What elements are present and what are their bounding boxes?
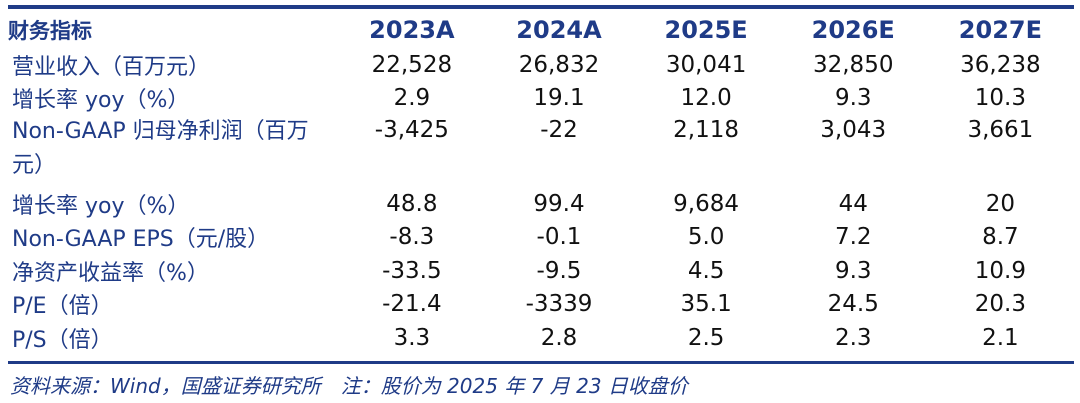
- cell-value: 9.3: [834, 257, 872, 284]
- cell-value: 2.1: [982, 324, 1019, 351]
- header-label: 财务指标: [8, 19, 92, 43]
- header-year: 2026E: [811, 16, 895, 44]
- cell-value: 20: [985, 190, 1016, 217]
- cell-value: 48.8: [386, 190, 438, 217]
- table-row: Non-GAAP 归母净利润（百万元） -3,425 -22 2,118 3,0…: [8, 115, 1074, 187]
- row-label: Non-GAAP 归母净利润（百万元）: [12, 119, 309, 178]
- cell-value: 20.3: [974, 291, 1026, 318]
- source-note: 资料来源：Wind，国盛证券研究所 注：股价为 2025 年 7 月 23 日收…: [10, 374, 688, 398]
- cell-value: 2.3: [834, 324, 872, 351]
- top-rule: [8, 5, 1074, 9]
- cell-value: -8.3: [389, 224, 435, 251]
- cell-value: 2,118: [673, 117, 740, 143]
- cell-value: 2.5: [687, 324, 725, 351]
- row-label: 营业收入（百万元）: [12, 54, 211, 80]
- row-label: 增长率 yoy（%）: [12, 193, 190, 219]
- cell-value: 12.0: [680, 85, 732, 112]
- header-year: 2025E: [664, 16, 748, 44]
- row-label: 净资产收益率（%）: [12, 260, 209, 286]
- cell-value: 4.5: [687, 257, 725, 284]
- cell-value: -9.5: [536, 257, 582, 284]
- cell-value: 5.0: [687, 224, 725, 251]
- table-row: Non-GAAP EPS（元/股） -8.3 -0.1 5.0 7.2 8.7: [8, 221, 1074, 255]
- cell-value: 3,661: [967, 117, 1034, 143]
- header-year: 2024A: [516, 16, 602, 44]
- cell-value: -21.4: [382, 291, 442, 318]
- table-row: 增长率 yoy（%） 2.9 19.1 12.0 9.3 10.3: [8, 82, 1074, 116]
- financial-table: 财务指标 2023A 2024A 2025E 2026E 2027E 营业收入（…: [8, 12, 1074, 355]
- cell-value: -22: [540, 117, 578, 143]
- cell-value: -3339: [525, 291, 593, 318]
- cell-value: -0.1: [536, 224, 582, 251]
- cell-value: 24.5: [827, 291, 879, 318]
- cell-value: 3.3: [393, 324, 431, 351]
- cell-value: 26,832: [518, 51, 600, 78]
- cell-value: 99.4: [533, 190, 585, 217]
- table-row: P/E（倍） -21.4 -3339 35.1 24.5 20.3: [8, 288, 1074, 322]
- header-year: 2023A: [369, 16, 455, 44]
- header-year: 2027E: [958, 16, 1042, 44]
- cell-value: 9.3: [834, 85, 872, 112]
- cell-value: 22,528: [371, 51, 453, 78]
- cell-value: 9,684: [673, 190, 740, 217]
- cell-value: 2.8: [540, 324, 578, 351]
- table-row: 净资产收益率（%） -33.5 -9.5 4.5 9.3 10.9: [8, 254, 1074, 288]
- table-row: 营业收入（百万元） 22,528 26,832 30,041 32,850 36…: [8, 48, 1074, 82]
- row-label: Non-GAAP EPS（元/股）: [12, 227, 270, 253]
- cell-value: -33.5: [382, 257, 442, 284]
- cell-value: 36,238: [960, 51, 1041, 78]
- cell-value: -3,425: [374, 117, 449, 143]
- cell-value: 35.1: [680, 291, 732, 318]
- cell-value: 10.9: [974, 257, 1026, 284]
- cell-value: 32,850: [812, 51, 894, 78]
- cell-value: 19.1: [533, 85, 585, 112]
- bottom-rule: [8, 361, 1074, 364]
- cell-value: 2.9: [393, 85, 431, 112]
- cell-value: 8.7: [982, 224, 1019, 251]
- cell-value: 44: [838, 190, 868, 217]
- table-header-row: 财务指标 2023A 2024A 2025E 2026E 2027E: [8, 12, 1074, 48]
- row-label: P/E（倍）: [12, 294, 113, 320]
- row-label: 增长率 yoy（%）: [12, 88, 190, 114]
- table-row: 增长率 yoy（%） 48.8 99.4 9,684 44 20: [8, 187, 1074, 221]
- cell-value: 7.2: [834, 224, 872, 251]
- table-row: P/S（倍） 3.3 2.8 2.5 2.3 2.1: [8, 321, 1074, 355]
- cell-value: 10.3: [974, 85, 1026, 112]
- cell-value: 30,041: [665, 51, 747, 78]
- cell-value: 3,043: [820, 117, 887, 143]
- row-label: P/S（倍）: [12, 327, 113, 353]
